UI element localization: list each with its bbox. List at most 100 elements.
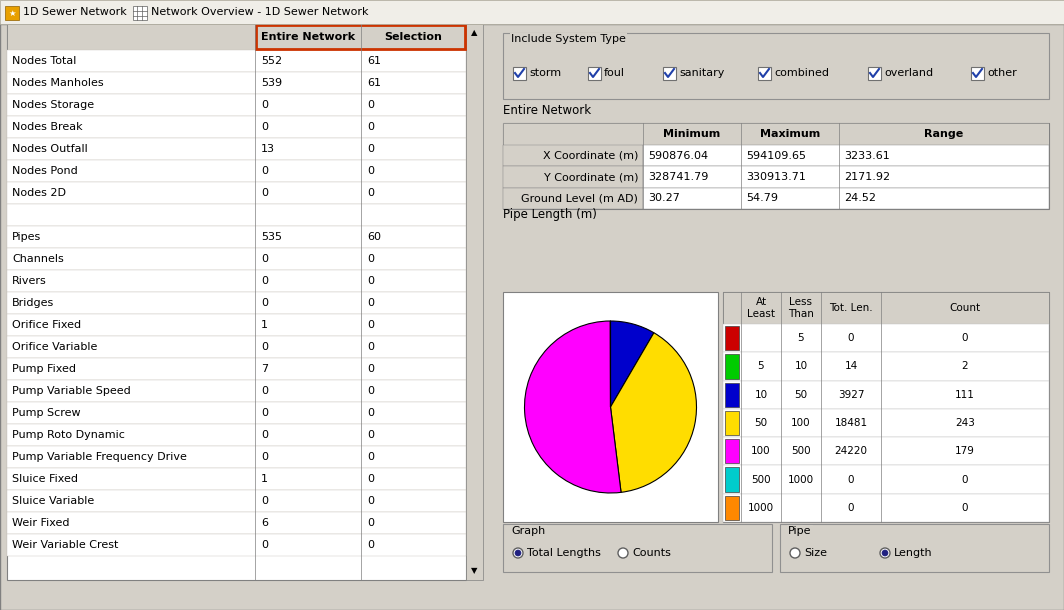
Bar [725, 467, 739, 492]
Bar [724, 465, 1049, 493]
Bar [503, 33, 1049, 99]
Bar [7, 380, 466, 402]
Text: 24.52: 24.52 [844, 193, 876, 203]
Text: Ground Level (m AD): Ground Level (m AD) [521, 193, 638, 203]
Text: 0: 0 [261, 540, 268, 550]
Text: 50: 50 [795, 390, 808, 400]
Text: 1: 1 [261, 474, 268, 484]
Text: 0: 0 [261, 496, 268, 506]
Text: 0: 0 [261, 342, 268, 352]
Text: 0: 0 [367, 144, 375, 154]
Bar [7, 358, 466, 380]
Text: 0: 0 [367, 364, 375, 374]
Bar [503, 145, 643, 167]
Text: Entire Network: Entire Network [261, 32, 355, 42]
Bar [7, 512, 466, 534]
Text: 1000: 1000 [748, 503, 775, 513]
Text: Pump Fixed: Pump Fixed [12, 364, 76, 374]
Text: Total Lengths: Total Lengths [527, 548, 601, 558]
Bar [7, 94, 466, 116]
Text: 10: 10 [754, 390, 767, 400]
Text: 500: 500 [751, 475, 770, 484]
Wedge shape [611, 321, 654, 407]
Bar [588, 67, 601, 80]
Text: ▲: ▲ [471, 29, 478, 37]
Text: 0: 0 [261, 386, 268, 396]
Bar [724, 292, 1049, 522]
Text: Pump Variable Frequency Drive: Pump Variable Frequency Drive [12, 452, 187, 462]
Bar [725, 326, 739, 350]
Text: Pipes: Pipes [12, 232, 41, 242]
Bar [7, 182, 466, 204]
Circle shape [882, 550, 888, 556]
Text: Count: Count [949, 303, 981, 313]
Bar [643, 188, 1049, 209]
Text: Tot. Len.: Tot. Len. [829, 303, 872, 313]
Text: 10: 10 [795, 362, 808, 371]
Bar [724, 353, 1049, 381]
Text: Entire Network: Entire Network [503, 104, 592, 117]
Text: Nodes Total: Nodes Total [12, 56, 77, 66]
Bar [643, 167, 1049, 188]
Text: 111: 111 [955, 390, 975, 400]
Text: 1D Sewer Network: 1D Sewer Network [23, 7, 127, 17]
Bar [7, 226, 466, 248]
Text: 61: 61 [367, 78, 381, 88]
Text: 5: 5 [758, 362, 764, 371]
Bar [503, 524, 772, 572]
Bar [7, 446, 466, 468]
Text: overland: overland [884, 68, 933, 79]
Text: Range: Range [925, 129, 964, 139]
Bar [7, 402, 466, 424]
Wedge shape [525, 321, 621, 493]
Bar [725, 354, 739, 379]
Text: 0: 0 [367, 342, 375, 352]
Text: 0: 0 [367, 540, 375, 550]
Text: 13: 13 [261, 144, 275, 154]
Text: 0: 0 [367, 254, 375, 264]
Text: Include System Type: Include System Type [511, 34, 626, 44]
Bar [724, 409, 1049, 437]
Text: 54.79: 54.79 [746, 193, 778, 203]
Text: Nodes Storage: Nodes Storage [12, 100, 94, 110]
Text: 0: 0 [367, 166, 375, 176]
Text: 179: 179 [955, 447, 975, 456]
Text: X Coordinate (m): X Coordinate (m) [543, 151, 638, 160]
Text: Orifice Fixed: Orifice Fixed [12, 320, 81, 330]
Text: 539: 539 [261, 78, 282, 88]
Text: 0: 0 [261, 254, 268, 264]
Text: 500: 500 [792, 447, 811, 456]
Text: 0: 0 [261, 430, 268, 440]
Circle shape [513, 548, 523, 558]
Text: ★: ★ [9, 9, 16, 18]
Bar [724, 381, 1049, 409]
Text: Pump Variable Speed: Pump Variable Speed [12, 386, 131, 396]
Text: Sluice Fixed: Sluice Fixed [12, 474, 78, 484]
Bar [466, 24, 483, 580]
Text: 0: 0 [367, 386, 375, 396]
Bar [868, 67, 881, 80]
Bar [0, 0, 1064, 24]
Text: 0: 0 [261, 100, 268, 110]
Text: 0: 0 [367, 122, 375, 132]
Text: 0: 0 [261, 408, 268, 418]
Text: 590876.04: 590876.04 [648, 151, 709, 160]
Bar [725, 496, 739, 520]
Text: 18481: 18481 [834, 418, 867, 428]
Bar [7, 138, 466, 160]
Text: Y Coordinate (m): Y Coordinate (m) [544, 172, 638, 182]
Text: 2171.92: 2171.92 [844, 172, 891, 182]
Text: 3927: 3927 [837, 390, 864, 400]
Text: 0: 0 [367, 188, 375, 198]
Bar [503, 167, 643, 188]
Bar [7, 292, 466, 314]
Bar [7, 116, 466, 138]
Bar [643, 145, 1049, 167]
Text: 535: 535 [261, 232, 282, 242]
Text: Pipe Length (m): Pipe Length (m) [503, 208, 597, 221]
Bar [503, 188, 643, 209]
Text: Graph: Graph [511, 526, 545, 536]
Text: Network Overview - 1D Sewer Network: Network Overview - 1D Sewer Network [151, 7, 368, 17]
Bar [7, 248, 466, 270]
Text: 0: 0 [367, 408, 375, 418]
